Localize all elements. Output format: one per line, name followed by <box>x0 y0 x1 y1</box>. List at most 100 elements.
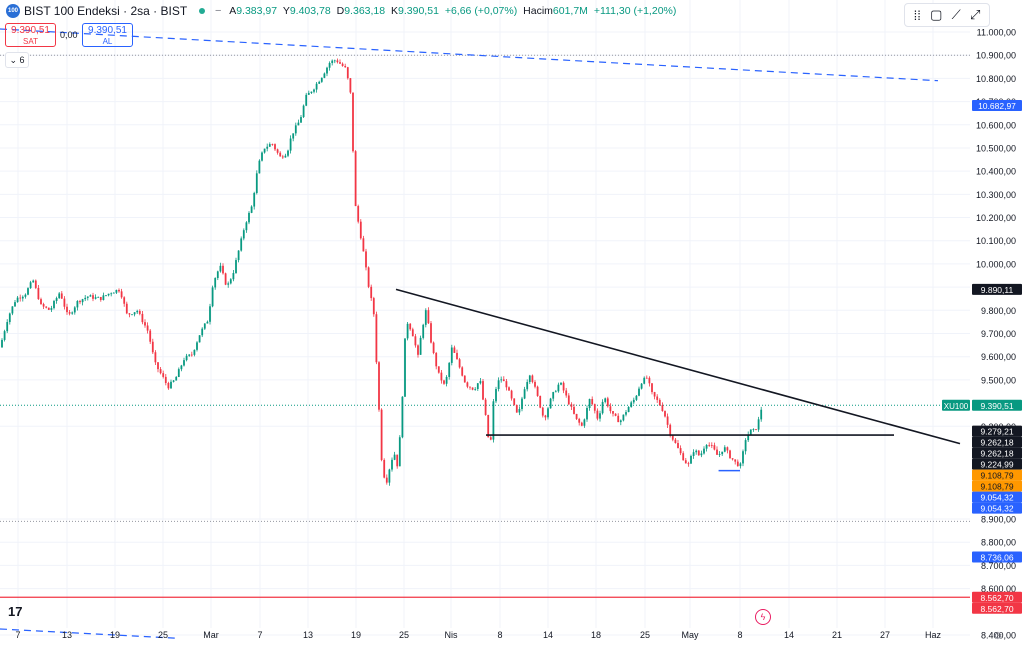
candle-body <box>40 299 42 305</box>
candle-body <box>6 322 9 332</box>
candle-body <box>16 297 19 303</box>
candle-body <box>760 409 763 420</box>
candle-body <box>1 339 3 348</box>
candle-body <box>393 454 396 460</box>
candle-body <box>419 337 422 355</box>
candle-body <box>630 402 633 407</box>
candle-body <box>261 152 263 161</box>
price-label-text: 8.736,06 <box>980 553 1013 563</box>
candle-body <box>250 206 253 213</box>
candle-body <box>3 331 6 340</box>
candle-body <box>123 297 126 304</box>
candle-body <box>502 379 505 382</box>
candle-body <box>102 295 105 300</box>
candle-body <box>112 292 115 294</box>
price-label-text: 9.262,18 <box>980 438 1013 448</box>
candle-body <box>237 250 240 261</box>
buy-button[interactable]: 9.390,51 AL <box>82 23 133 47</box>
bolt-icon[interactable]: ϟ <box>755 609 771 625</box>
collapse-icon[interactable]: − <box>214 5 222 17</box>
price-tick-label: 10.100,00 <box>976 236 1016 246</box>
candle-body <box>248 212 250 223</box>
candle-body <box>79 301 81 303</box>
candle-body <box>518 409 521 413</box>
candle-body <box>196 342 198 350</box>
candle-body <box>146 325 149 331</box>
candle-body <box>183 360 185 366</box>
price-label-box <box>972 551 1022 563</box>
price-label-text: 9.108,79 <box>980 471 1013 481</box>
candle-body <box>557 384 560 392</box>
candle-body <box>614 413 617 416</box>
candlestick-series <box>1 58 763 486</box>
candle-body <box>549 398 552 409</box>
candle-body <box>125 303 128 314</box>
candle-body <box>690 455 692 464</box>
price-tick-label: 8.700,00 <box>981 561 1016 571</box>
tradingview-logo-icon[interactable]: 17 <box>8 604 23 619</box>
candle-body <box>736 461 739 467</box>
candle-body <box>528 375 531 383</box>
candle-body <box>24 294 27 297</box>
candle-body <box>536 386 539 396</box>
candle-body <box>573 406 575 414</box>
candle-body <box>149 330 152 342</box>
candle-body <box>336 60 339 63</box>
price-tick-label: 10.600,00 <box>976 120 1016 130</box>
price-tick-label: 10.000,00 <box>976 259 1016 269</box>
sell-button[interactable]: 9.390,51 SAT <box>5 23 56 47</box>
chart-grid <box>0 0 970 636</box>
time-tick-label: Mar <box>203 630 219 640</box>
candle-body <box>596 410 599 419</box>
candle-body <box>567 395 570 405</box>
candle-body <box>151 341 154 353</box>
time-tick-label: 14 <box>784 630 794 640</box>
candle-body <box>443 380 445 384</box>
candle-body <box>523 389 526 399</box>
candle-body <box>539 395 542 408</box>
candle-body <box>534 381 536 387</box>
candle-body <box>484 399 487 415</box>
dots-grid-icon[interactable]: ⁞⁞ <box>913 7 921 23</box>
time-tick-label: 19 <box>351 630 361 640</box>
candle-body <box>279 152 282 157</box>
candle-body <box>742 451 744 464</box>
candle-body <box>292 133 295 139</box>
candle-body <box>34 280 37 288</box>
candle-body <box>409 323 412 330</box>
candle-body <box>172 380 175 382</box>
rectangle-icon[interactable]: ▢ <box>930 7 943 22</box>
candle-body <box>14 302 16 307</box>
candle-body <box>170 381 172 389</box>
symbol-logo: 100 <box>6 4 20 18</box>
candle-body <box>700 453 703 456</box>
price-tick-label: 10.300,00 <box>976 190 1016 200</box>
candle-body <box>266 146 269 149</box>
indicators-toggle[interactable]: ⌄ 6 <box>5 52 29 68</box>
time-tick-label: 27 <box>880 630 890 640</box>
candle-body <box>679 448 682 454</box>
symbol-title[interactable]: BIST 100 Endeksi · 2sa · BIST <box>24 4 188 18</box>
price-label-text: 9.890,11 <box>981 285 1014 295</box>
chart-line-icon[interactable]: ⟋ <box>951 7 961 22</box>
candle-body <box>432 342 435 353</box>
candle-body <box>757 419 760 430</box>
candle-body <box>406 323 409 339</box>
candle-body <box>110 293 113 295</box>
candle-body <box>211 287 214 307</box>
price-label-text: 9.279,21 <box>980 427 1013 437</box>
candle-body <box>580 422 583 426</box>
price-tick-label: 10.400,00 <box>976 167 1016 177</box>
candle-body <box>430 323 432 343</box>
candle-body <box>461 367 464 376</box>
fullscreen-icon[interactable]: ⤢ <box>969 7 981 22</box>
candle-body <box>203 323 206 329</box>
candle-body <box>8 313 11 323</box>
candle-body <box>315 83 318 90</box>
settings-icon: ⚙ <box>994 631 1003 642</box>
price-label-box <box>972 502 1022 514</box>
indicators-count: 6 <box>19 55 25 65</box>
trendline <box>0 28 939 82</box>
candle-body <box>398 437 401 467</box>
